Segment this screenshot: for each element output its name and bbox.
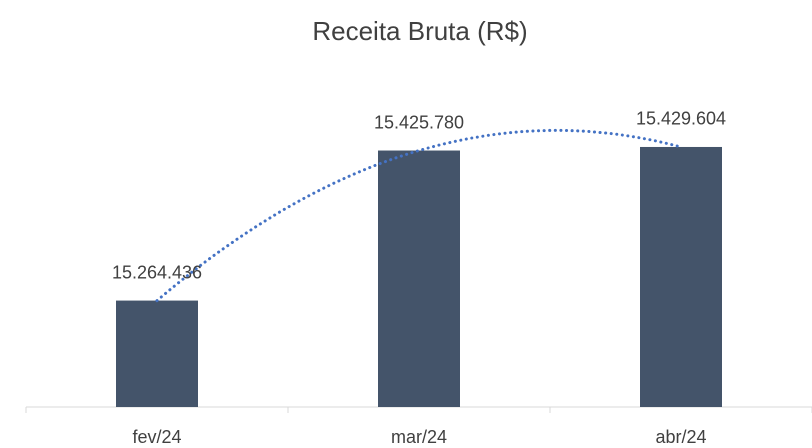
x-tick-label: fev/24 — [132, 427, 181, 447]
x-tick-label: mar/24 — [391, 427, 447, 447]
chart-title: Receita Bruta (R$) — [312, 16, 527, 46]
data-label: 15.429.604 — [636, 109, 726, 129]
bar — [378, 150, 460, 407]
trendline — [155, 128, 683, 303]
x-tick-label: abr/24 — [655, 427, 706, 447]
data-label: 15.425.780 — [374, 112, 464, 132]
data-label: 15.264.436 — [112, 262, 202, 282]
bar — [640, 146, 722, 408]
bar — [116, 300, 198, 407]
